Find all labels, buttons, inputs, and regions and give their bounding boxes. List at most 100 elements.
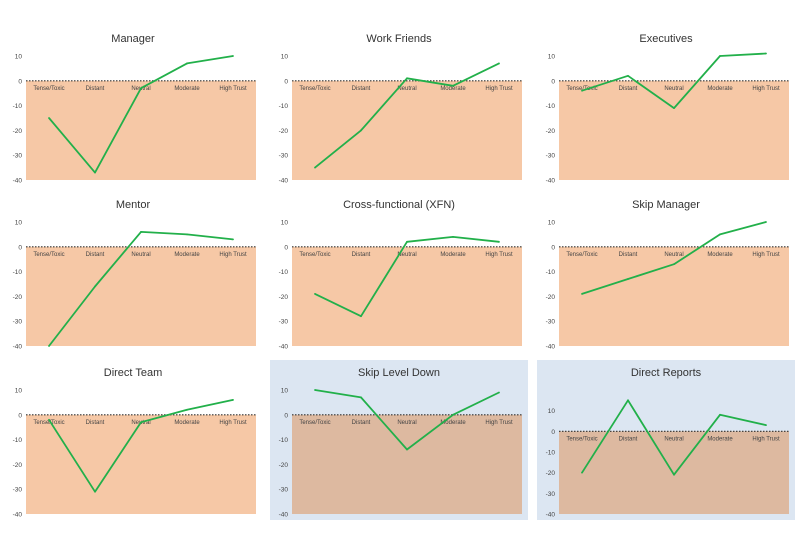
y-tick-label: 0 — [284, 78, 288, 85]
data-point — [498, 62, 500, 65]
x-tick-label: Neutral — [397, 252, 416, 258]
y-tick-label: -40 — [279, 512, 289, 519]
x-tick-label: Tense/Toxic — [299, 86, 330, 92]
data-point — [719, 55, 721, 57]
chart-panel: Cross-functional (XFN) -40 -30 -20 -10 0 10 Ten… — [270, 192, 528, 352]
data-point — [452, 235, 454, 238]
y-tick-label: -10 — [279, 437, 289, 444]
x-tick-label: Neutral — [397, 86, 416, 92]
data-point — [765, 221, 767, 223]
y-tick-label: -30 — [279, 319, 289, 326]
data-point — [186, 408, 188, 411]
x-tick-label: High Trust — [485, 252, 513, 258]
data-point — [627, 74, 629, 77]
x-tick-label: High Trust — [485, 86, 513, 92]
y-tick-label: -30 — [546, 153, 556, 160]
chart-panel: Mentor -40 -30 -20 -10 0 10 Tense/Toxic Distant N… — [4, 192, 262, 352]
x-tick-label: Distant — [352, 420, 371, 426]
line-chart: Skip Manager -40 -30 -20 -10 0 10 Tense/Toxic Di… — [546, 199, 789, 351]
y-tick-label: -30 — [13, 319, 23, 326]
line-chart: Cross-functional (XFN) -40 -30 -20 -10 0 10 Ten… — [279, 199, 522, 351]
y-tick-label: -30 — [13, 153, 23, 160]
x-tick-label: Moderate — [707, 252, 733, 258]
chart-panel: Direct Reports -40 -30 -20 -10 0 10 Tense/Toxic… — [537, 360, 795, 520]
x-tick-label: Tense/Toxic — [566, 252, 597, 258]
y-tick-label: -20 — [546, 470, 556, 477]
data-point — [498, 240, 500, 243]
negative-zone — [292, 246, 522, 346]
x-tick-label: High Trust — [752, 86, 780, 92]
x-tick-label: Tense/Toxic — [566, 436, 597, 442]
data-point — [186, 233, 188, 236]
data-point — [581, 471, 583, 474]
x-tick-label: Distant — [619, 86, 638, 92]
x-tick-label: Moderate — [174, 86, 200, 92]
data-point — [581, 89, 583, 92]
data-point — [94, 285, 96, 288]
x-tick-label: Neutral — [397, 420, 416, 426]
y-tick-label: 0 — [551, 429, 555, 436]
y-tick-label: -20 — [546, 128, 556, 135]
x-tick-label: Moderate — [707, 86, 733, 92]
negative-zone — [292, 414, 522, 514]
y-tick-label: -40 — [279, 344, 289, 351]
data-point — [232, 55, 234, 57]
y-tick-label: -10 — [279, 269, 289, 276]
y-tick-label: -20 — [13, 128, 23, 135]
x-tick-label: Tense/Toxic — [566, 86, 597, 92]
y-tick-label: -40 — [13, 344, 23, 351]
y-tick-label: 0 — [18, 412, 22, 419]
x-tick-label: High Trust — [485, 420, 513, 426]
negative-zone — [26, 80, 256, 180]
x-tick-label: High Trust — [219, 420, 247, 426]
y-tick-label: -40 — [279, 178, 289, 185]
y-tick-label: -30 — [279, 153, 289, 160]
y-tick-label: 0 — [284, 244, 288, 251]
chart-panel: Skip Level Down -40 -30 -20 -10 0 10 Tense/Toxi… — [270, 360, 528, 520]
y-tick-label: -10 — [279, 103, 289, 110]
x-tick-label: Tense/Toxic — [33, 420, 64, 426]
x-tick-label: Neutral — [664, 436, 683, 442]
chart-title: Executives — [639, 33, 693, 45]
y-tick-label: -40 — [546, 178, 556, 185]
data-point — [406, 240, 408, 243]
x-tick-label: Neutral — [664, 86, 683, 92]
data-point — [406, 448, 408, 451]
chart-panel: Skip Manager -40 -30 -20 -10 0 10 Tense/Toxic Di… — [537, 192, 795, 352]
data-point — [48, 117, 50, 119]
negative-zone — [292, 80, 522, 180]
chart-panel: Work Friends -40 -30 -20 -10 0 10 Tense/Toxic Di… — [270, 26, 528, 186]
x-tick-label: Distant — [86, 420, 105, 426]
x-tick-label: Moderate — [174, 420, 200, 426]
chart-title: Cross-functional (XFN) — [343, 199, 455, 211]
line-chart: Skip Level Down -40 -30 -20 -10 0 10 Tense/Toxi… — [279, 367, 522, 519]
data-point — [314, 166, 316, 169]
y-tick-label: 10 — [548, 408, 556, 415]
y-tick-label: -10 — [546, 450, 556, 457]
negative-zone — [26, 414, 256, 514]
y-tick-label: 10 — [548, 54, 556, 61]
data-point — [765, 424, 767, 427]
data-point — [673, 107, 675, 109]
negative-zone — [559, 431, 789, 514]
data-point — [94, 490, 96, 493]
line-chart: Direct Team -40 -30 -20 -10 0 10 Tense/Toxic Dis… — [13, 367, 256, 519]
line-chart: Executives -40 -30 -20 -10 0 10 Tense/Toxic Dist… — [546, 33, 789, 185]
chart-title: Direct Team — [104, 367, 162, 379]
y-tick-label: 10 — [281, 388, 289, 395]
y-tick-label: -30 — [13, 487, 23, 494]
x-tick-label: High Trust — [752, 436, 780, 442]
data-point — [314, 389, 316, 391]
negative-zone — [559, 80, 789, 180]
y-tick-label: -40 — [13, 178, 23, 185]
chart-panel: Direct Team -40 -30 -20 -10 0 10 Tense/Toxic Dis… — [4, 360, 262, 520]
y-tick-label: -20 — [13, 462, 23, 469]
y-tick-label: 10 — [15, 388, 23, 395]
y-tick-label: 0 — [551, 244, 555, 251]
chart-title: Direct Reports — [631, 367, 702, 379]
x-tick-label: Moderate — [440, 420, 466, 426]
line-chart: Manager -40 -30 -20 -10 0 10 Tense/Toxic Distant… — [13, 33, 256, 185]
data-point — [406, 77, 408, 80]
data-point — [498, 391, 500, 394]
y-tick-label: -20 — [279, 462, 289, 469]
